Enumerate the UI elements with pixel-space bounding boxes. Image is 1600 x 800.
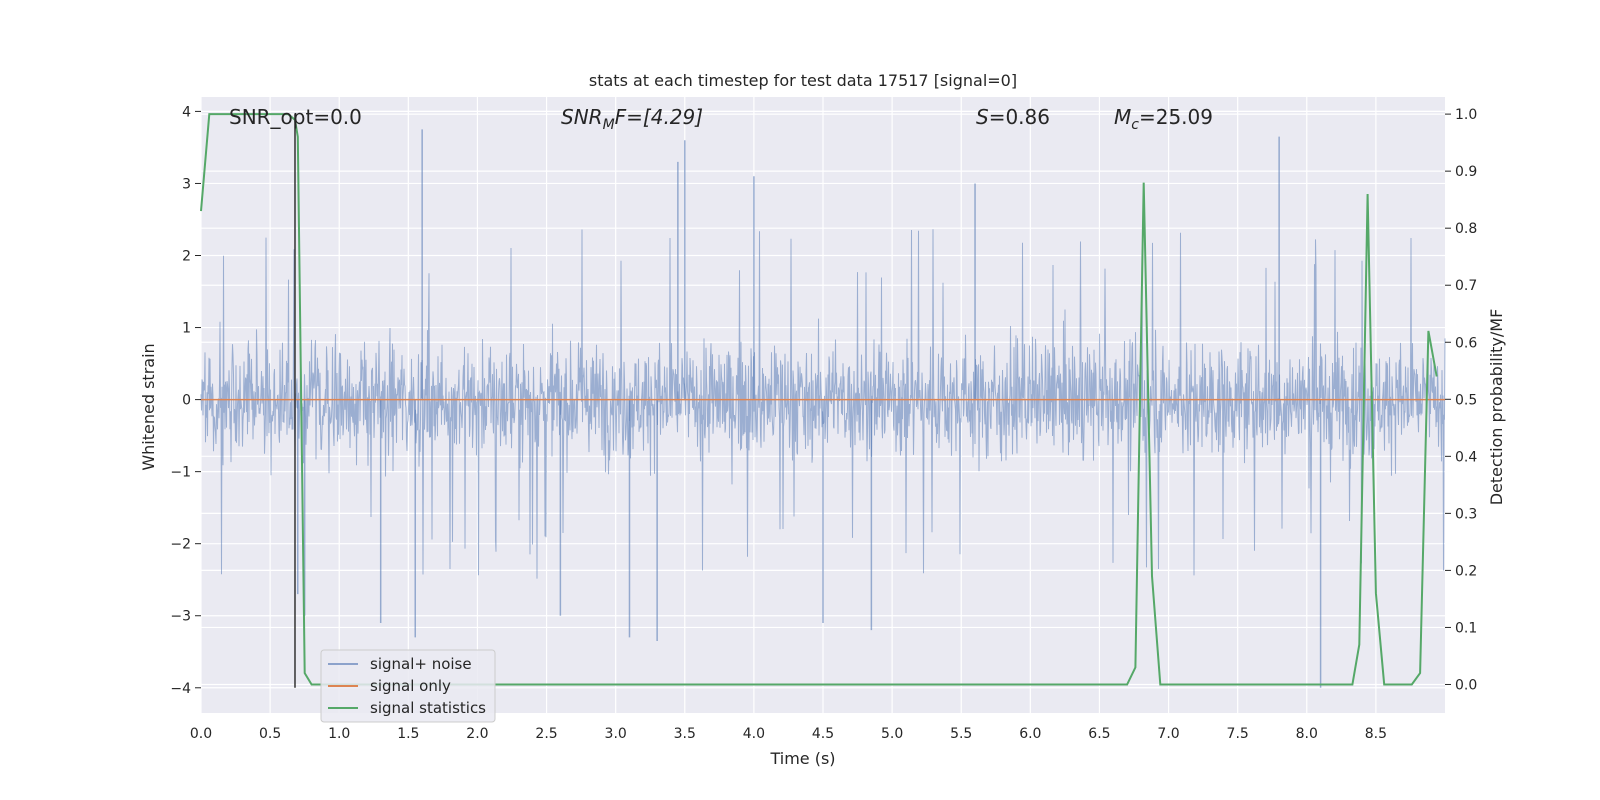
snr-mf-main: SNR [561,105,603,129]
left-y-tick-label: −2 [170,537,191,553]
left-y-tick-label: 1 [182,321,191,337]
left-y-tick-label: 2 [182,249,191,265]
left-y-tick-label: 4 [182,104,191,120]
mc-sub: c [1131,117,1139,133]
x-tick-label: 6.0 [1019,726,1041,742]
x-tick-label: 2.0 [466,726,488,742]
legend-label-signal-plus-noise: signal+ noise [370,655,472,673]
x-tick-label: 8.0 [1296,726,1318,742]
right-y-tick-label: 0.1 [1455,620,1477,636]
x-tick-label: 5.5 [950,726,972,742]
right-y-tick-label: 0.2 [1455,563,1477,579]
s-value: =0.86 [989,105,1050,129]
right-y-axis-label: Detection probability/MF [1487,309,1506,506]
series-signal-plus-noise [200,129,1446,688]
snr-mf-sub: M [603,117,615,133]
x-tick-label: 0.0 [190,726,212,742]
legend-label-signal-statistics: signal statistics [370,699,486,717]
right-y-tick-label: 0.7 [1455,278,1477,294]
left-y-tick-label: −1 [170,465,191,481]
signal-statistics-line [200,113,1438,686]
x-tick-label: 6.5 [1088,726,1110,742]
x-tick-label: 1.0 [328,726,350,742]
annotations: SNR_opt=0.0 SNRMF=[4.29] S=0.86 Mc=25.09 [229,105,1213,133]
x-axis-label: Time (s) [769,749,835,768]
legend: signal+ noise signal only signal statist… [320,649,496,723]
x-tick-label: 8.5 [1365,726,1387,742]
x-tick-label: 3.0 [605,726,627,742]
x-tick-label: 7.5 [1227,726,1249,742]
series-signal-statistics [200,113,1438,686]
annotation-snr-opt: SNR_opt=0.0 [229,105,362,129]
x-tick-label: 5.0 [881,726,903,742]
annotation-mc: Mc=25.09 [1114,105,1213,133]
left-y-axis-label: Whitened strain [139,343,158,470]
x-tick-label: 4.0 [743,726,765,742]
right-y-axis-ticks: 1.0 0.9 0.8 0.7 0.6 0.5 0.4 0.3 0.2 0.1 0.0 [1445,107,1477,693]
legend-box [320,649,496,723]
left-y-tick-label: 3 [182,176,191,192]
x-tick-label: 0.5 [259,726,281,742]
mc-value: =25.09 [1139,105,1213,129]
x-tick-label: 4.5 [812,726,834,742]
x-tick-label: 2.5 [535,726,557,742]
legend-label-signal-only: signal only [370,677,451,695]
x-tick-label: 3.5 [674,726,696,742]
right-y-tick-label: 0.3 [1455,506,1477,522]
right-y-tick-label: 0.9 [1455,164,1477,180]
right-y-tick-label: 0.8 [1455,221,1477,237]
s-label: S [976,105,989,129]
chart-title: stats at each timestep for test data 175… [589,71,1017,90]
x-axis-ticks: 0.0 0.5 1.0 1.5 2.0 2.5 3.0 3.5 4.0 4.5 5.0 5.5 6.0 6… [190,726,1387,742]
x-tick-label: 7.0 [1157,726,1179,742]
right-y-tick-label: 1.0 [1455,107,1477,123]
x-tick-label: 1.5 [397,726,419,742]
annotation-snr-mf: SNRMF=[4.29] [561,105,703,133]
left-y-tick-label: 0 [182,393,191,409]
left-y-tick-label: −3 [170,609,191,625]
mc-label: M [1114,105,1131,129]
right-y-tick-label: 0.4 [1455,449,1477,465]
annotation-s: S=0.86 [976,105,1050,129]
left-y-axis-ticks: 4 3 2 1 0 −1 −2 −3 −4 [170,104,201,697]
right-y-tick-label: 0.5 [1455,392,1477,408]
left-y-tick-label: −4 [170,681,191,697]
right-y-tick-label: 0.6 [1455,335,1477,351]
right-y-tick-label: 0.0 [1455,677,1477,693]
snr-mf-rest: F=[4.29] [615,105,703,129]
